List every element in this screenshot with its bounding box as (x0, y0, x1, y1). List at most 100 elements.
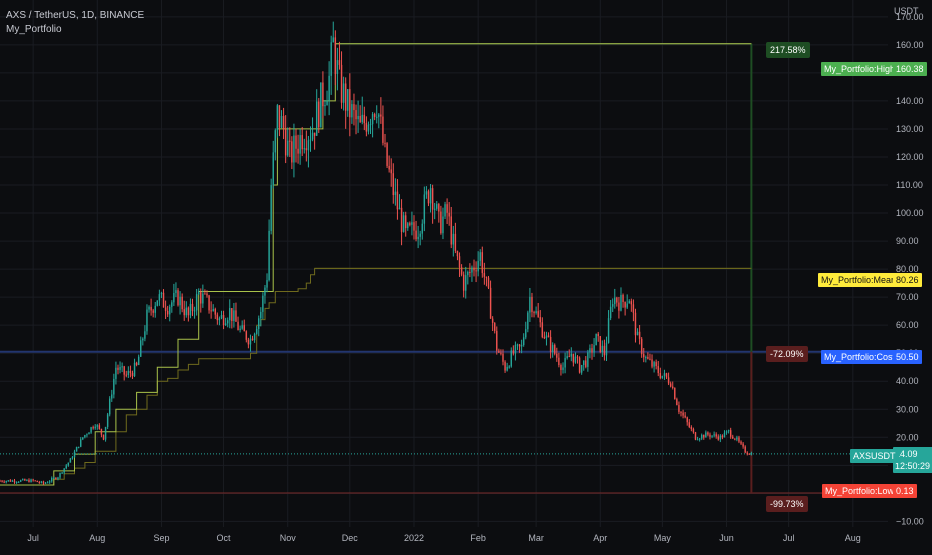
candle-body (564, 358, 566, 368)
mean-level-price-tag: 80.26 (893, 273, 922, 287)
candle-body (547, 335, 550, 337)
candle-body (732, 436, 734, 439)
candle-body (481, 252, 484, 274)
candle-body (195, 294, 198, 311)
candle-body (454, 233, 457, 251)
candle-body (185, 307, 188, 316)
candle-body (90, 427, 92, 433)
candle-body (30, 479, 32, 483)
candle-body (305, 148, 308, 151)
candle-body (574, 356, 577, 363)
candle-body (241, 325, 243, 329)
mean-level-name-tag: My_Portfolio:Mean (818, 273, 900, 287)
candle-body (686, 417, 688, 423)
candle-body (744, 446, 746, 453)
candle-body (258, 318, 260, 329)
candle-body (222, 315, 225, 326)
candle-body (674, 387, 676, 400)
candle-body (326, 100, 328, 106)
candle-body (676, 399, 678, 406)
candle-body (332, 37, 334, 43)
candle-body (224, 323, 227, 326)
candle-body (67, 462, 70, 466)
candle-body (427, 191, 430, 204)
candle-body (636, 331, 639, 336)
candle-body (24, 479, 26, 481)
candle-body (667, 377, 670, 384)
candle-body (688, 422, 691, 427)
candle-body (272, 152, 274, 186)
candle-body (560, 365, 562, 370)
candle-body (0, 480, 1, 482)
candle-body (77, 446, 80, 448)
candle-body (402, 215, 405, 232)
candle-body (71, 457, 74, 459)
candle-body (413, 222, 415, 231)
candle-body (645, 357, 647, 359)
candle-body (28, 479, 30, 483)
candle-body (485, 276, 488, 278)
candle-body (347, 89, 349, 111)
x-tick-label: Mar (528, 533, 544, 543)
candle-body (218, 318, 221, 321)
candle-body (510, 350, 512, 367)
x-tick-label: May (654, 533, 672, 543)
candle-body (98, 425, 101, 429)
candle-body (717, 436, 719, 440)
candle-body (34, 480, 36, 482)
candle-body (572, 353, 575, 363)
candle-body (131, 372, 134, 377)
symbol-title[interactable]: AXS / TetherUS, 1D, BINANCE (6, 10, 145, 21)
candle-body (229, 308, 231, 321)
low-level-name-tag: My_Portfolio:Low (822, 484, 898, 498)
y-tick-label: 20.00 (896, 432, 919, 442)
candle-body (643, 354, 645, 358)
candle-body (65, 465, 67, 469)
candle-body (669, 383, 672, 387)
candle-body (657, 366, 659, 374)
candle-body (94, 426, 96, 429)
candle-body (417, 236, 419, 240)
candle-body (663, 373, 666, 376)
candle-body (589, 348, 591, 353)
candle-body (400, 207, 403, 232)
indicator-line (0, 43, 752, 486)
candle-body (80, 439, 82, 447)
candle-body (129, 370, 132, 373)
candle-body (376, 116, 378, 118)
candle-body (334, 37, 337, 75)
candle-body (672, 386, 674, 388)
candle-body (297, 148, 299, 154)
candle-body (295, 135, 297, 149)
candle-body (247, 339, 250, 345)
candle-body (367, 124, 370, 132)
candle-body (638, 331, 641, 339)
candle-body (713, 434, 715, 436)
candle-body (32, 479, 34, 481)
candle-body (154, 305, 156, 313)
candle-body (197, 292, 200, 295)
candle-body (392, 173, 395, 196)
candle-body (682, 412, 684, 416)
y-tick-label: 60.00 (896, 320, 919, 330)
candle-body (171, 302, 173, 307)
candle-body (460, 267, 463, 275)
candle-body (506, 366, 508, 371)
candle-body (469, 271, 471, 273)
candle-body (363, 114, 366, 124)
x-tick-label: Jul (27, 533, 39, 543)
candle-body (86, 434, 88, 436)
candle-body (698, 438, 701, 440)
candle-body (630, 301, 633, 305)
x-tick-label: Feb (470, 533, 486, 543)
candle-body (51, 477, 53, 482)
candle-body (243, 325, 245, 332)
candle-body (133, 362, 136, 377)
candle-body (353, 104, 355, 111)
chart-legend: AXS / TetherUS, 1D, BINANCE My_Portfolio (6, 9, 144, 37)
indicator-title[interactable]: My_Portfolio (6, 24, 62, 35)
candle-body (462, 274, 465, 291)
x-tick-label: Aug (845, 533, 861, 543)
